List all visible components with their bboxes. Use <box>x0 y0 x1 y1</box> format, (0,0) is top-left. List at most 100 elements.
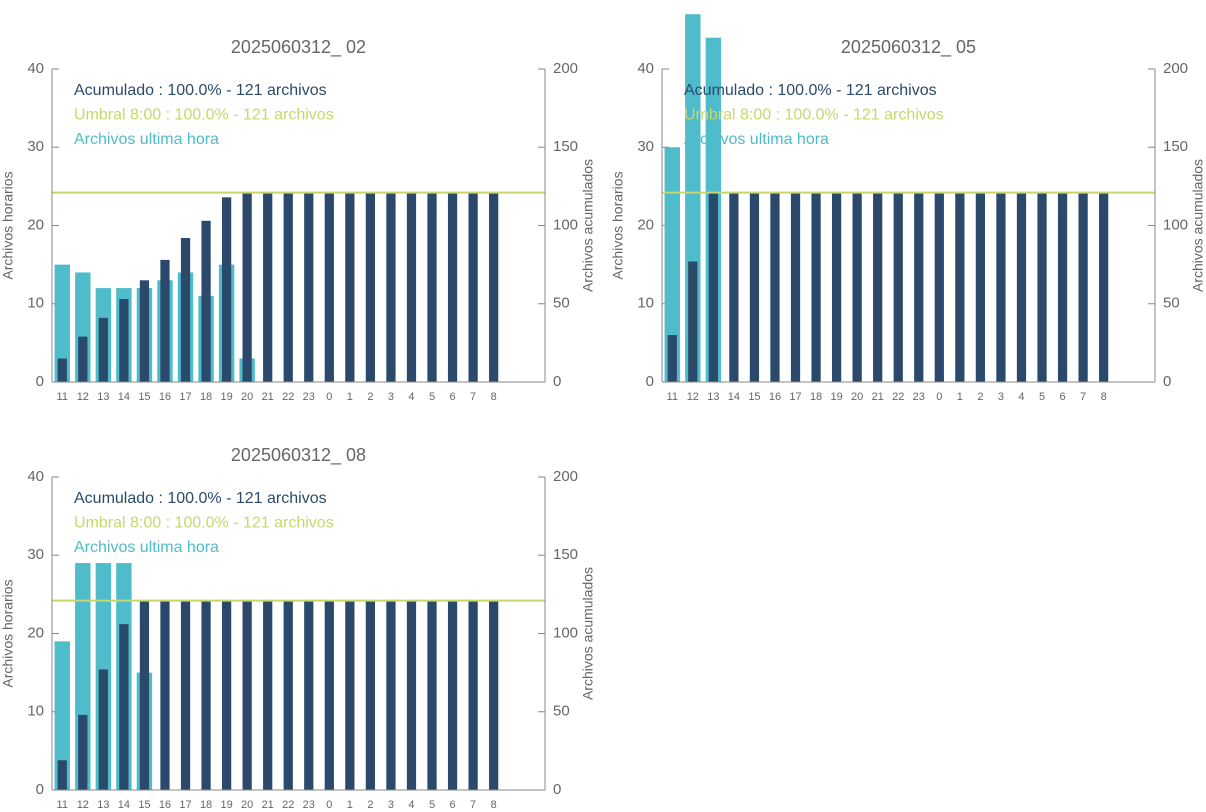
x-tick-label: 5 <box>1039 391 1045 403</box>
x-tick-label: 20 <box>851 391 863 403</box>
x-tick-label: 22 <box>892 391 904 403</box>
x-tick-label: 8 <box>491 799 497 811</box>
x-tick-label: 21 <box>872 391 884 403</box>
bar <box>975 192 986 382</box>
x-tick-label: 19 <box>220 799 232 811</box>
bar <box>263 192 273 382</box>
legend-entry: Umbral 8:00 : 100.0% - 121 archivos <box>74 515 334 532</box>
bar <box>365 192 376 382</box>
bar <box>1057 192 1068 382</box>
bar <box>667 335 677 382</box>
x-tick-label: 5 <box>429 391 435 403</box>
x-tick-label: 14 <box>728 391 740 403</box>
x-tick-label: 16 <box>159 391 171 403</box>
y-axis-label: Archivos horarios <box>0 171 16 279</box>
bar <box>790 192 801 382</box>
y2-tick-label: 100 <box>553 624 578 641</box>
x-tick-label: 19 <box>830 391 842 403</box>
x-tick-label: 12 <box>77 391 89 403</box>
bar <box>688 261 698 382</box>
bar <box>283 600 293 790</box>
bar <box>160 259 170 382</box>
bar <box>468 600 478 790</box>
bar <box>304 192 314 382</box>
y-tick-label: 20 <box>27 216 44 233</box>
bar <box>139 280 150 382</box>
y2-tick-label: 0 <box>553 781 561 798</box>
bar <box>708 192 718 382</box>
bar <box>160 600 170 790</box>
legend-entry: Acumulado : 100.0% - 121 archivos <box>74 82 327 99</box>
y-tick-label: 40 <box>27 468 44 485</box>
x-tick-label: 18 <box>200 799 212 811</box>
x-tick-label: 17 <box>789 391 801 403</box>
bar <box>1099 192 1109 382</box>
y2-tick-label: 200 <box>553 468 578 485</box>
chart-panel: 2025060312_ 08 Archivos horarios Archivos … <box>0 445 596 811</box>
x-tick-label: 7 <box>470 799 476 811</box>
bar <box>427 600 437 790</box>
x-tick-label: 11 <box>57 799 68 811</box>
y2-tick-label: 0 <box>1163 373 1171 390</box>
bar <box>180 238 191 382</box>
bar <box>119 624 129 790</box>
x-tick-label: 8 <box>1101 391 1107 403</box>
bar <box>345 192 355 382</box>
x-tick-label: 7 <box>1080 391 1086 403</box>
bar <box>996 192 1006 382</box>
bar <box>78 714 88 790</box>
y2-tick-label: 100 <box>553 216 578 233</box>
y2-tick-label: 150 <box>553 546 578 563</box>
y2-axis-label: Archivos acumulados <box>580 159 596 292</box>
bar <box>811 192 821 382</box>
bar <box>283 192 293 382</box>
bar <box>386 192 396 382</box>
x-tick-label: 15 <box>138 391 150 403</box>
x-tick-label: 13 <box>97 391 109 403</box>
bar <box>955 192 965 382</box>
bar <box>447 600 458 790</box>
x-tick-label: 14 <box>118 391 130 403</box>
bar <box>78 336 88 382</box>
chart-panel: 2025060312_ 02 Archivos horarios Archivos … <box>0 37 596 403</box>
bar <box>221 600 232 790</box>
bar <box>365 600 376 790</box>
x-tick-label: 4 <box>1018 391 1024 403</box>
y-tick-label: 0 <box>36 373 44 390</box>
bar <box>852 192 862 382</box>
x-tick-label: 6 <box>450 391 456 403</box>
y-tick-label: 20 <box>637 216 654 233</box>
y2-tick-label: 50 <box>1163 295 1180 312</box>
x-tick-label: 8 <box>491 391 497 403</box>
y-tick-label: 10 <box>27 295 44 312</box>
x-tick-label: 3 <box>998 391 1004 403</box>
bar <box>729 192 739 382</box>
x-tick-label: 12 <box>687 391 699 403</box>
legend-entry: Umbral 8:00 : 100.0% - 121 archivos <box>684 107 944 124</box>
y-tick-label: 10 <box>27 703 44 720</box>
y2-tick-label: 150 <box>1163 138 1188 155</box>
x-tick-label: 6 <box>450 799 456 811</box>
bar <box>324 600 334 790</box>
bar <box>98 669 108 790</box>
y-tick-label: 0 <box>36 781 44 798</box>
y-tick-label: 20 <box>27 624 44 641</box>
x-tick-label: 0 <box>326 391 332 403</box>
x-tick-label: 19 <box>220 391 232 403</box>
bar <box>180 600 191 790</box>
x-tick-label: 20 <box>241 391 253 403</box>
x-tick-label: 4 <box>408 799 414 811</box>
x-tick-label: 16 <box>769 391 781 403</box>
chart-title: 2025060312_ 08 <box>231 445 366 466</box>
bar <box>242 192 252 382</box>
y-tick-label: 30 <box>27 138 44 155</box>
x-tick-label: 11 <box>57 391 68 403</box>
x-tick-label: 23 <box>303 799 315 811</box>
bar <box>406 192 417 382</box>
x-tick-label: 6 <box>1060 391 1066 403</box>
x-tick-label: 2 <box>977 391 983 403</box>
legend-entry: Archivos ultima hora <box>684 131 829 148</box>
bar <box>263 600 273 790</box>
y2-tick-label: 50 <box>553 703 570 720</box>
